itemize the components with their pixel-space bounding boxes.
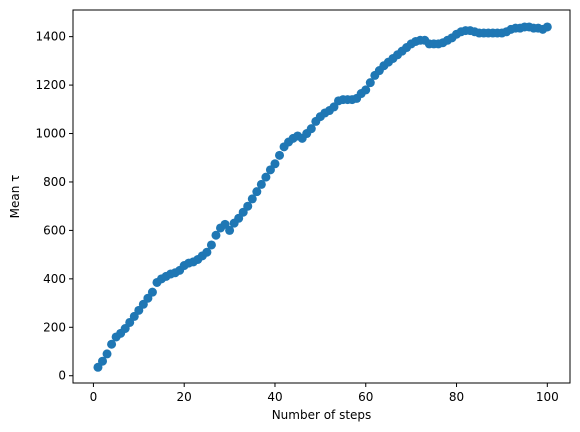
data-point <box>542 22 552 32</box>
data-points <box>93 22 552 372</box>
x-tick-label: 80 <box>449 390 464 404</box>
data-point <box>252 187 262 197</box>
data-point <box>361 85 371 95</box>
data-point <box>256 179 266 189</box>
y-tick-label: 0 <box>58 369 66 383</box>
data-point <box>202 247 212 257</box>
y-axis-ticks: 0 200 400 600 800 1000 1200 1400 <box>35 30 73 383</box>
data-point <box>225 225 235 235</box>
plot-area <box>73 10 570 383</box>
x-axis-ticks: 0 20 40 60 80 100 <box>90 383 559 404</box>
data-point <box>98 356 108 366</box>
x-tick-label: 40 <box>267 390 282 404</box>
data-point <box>206 240 216 250</box>
data-point <box>247 194 257 204</box>
x-tick-label: 20 <box>177 390 192 404</box>
y-tick-label: 600 <box>43 223 66 237</box>
data-point <box>365 78 375 88</box>
plot-frame <box>72 9 571 384</box>
data-point <box>270 159 280 169</box>
y-tick-label: 400 <box>43 272 66 286</box>
data-point <box>243 201 253 211</box>
y-tick-label: 1200 <box>35 78 66 92</box>
y-tick-label: 200 <box>43 320 66 334</box>
x-tick-label: 0 <box>90 390 98 404</box>
y-axis-label: Mean τ <box>8 175 22 219</box>
data-point <box>107 339 117 349</box>
x-axis-label: Number of steps <box>272 408 372 422</box>
data-point <box>306 124 316 134</box>
x-tick-label: 60 <box>358 390 373 404</box>
data-point <box>275 150 285 160</box>
data-point <box>102 349 112 359</box>
data-point <box>147 287 157 297</box>
y-tick-label: 1000 <box>35 127 66 141</box>
y-tick-label: 1400 <box>35 30 66 44</box>
data-point <box>211 230 221 240</box>
data-point <box>261 172 271 182</box>
x-tick-label: 100 <box>536 390 559 404</box>
y-tick-label: 800 <box>43 175 66 189</box>
